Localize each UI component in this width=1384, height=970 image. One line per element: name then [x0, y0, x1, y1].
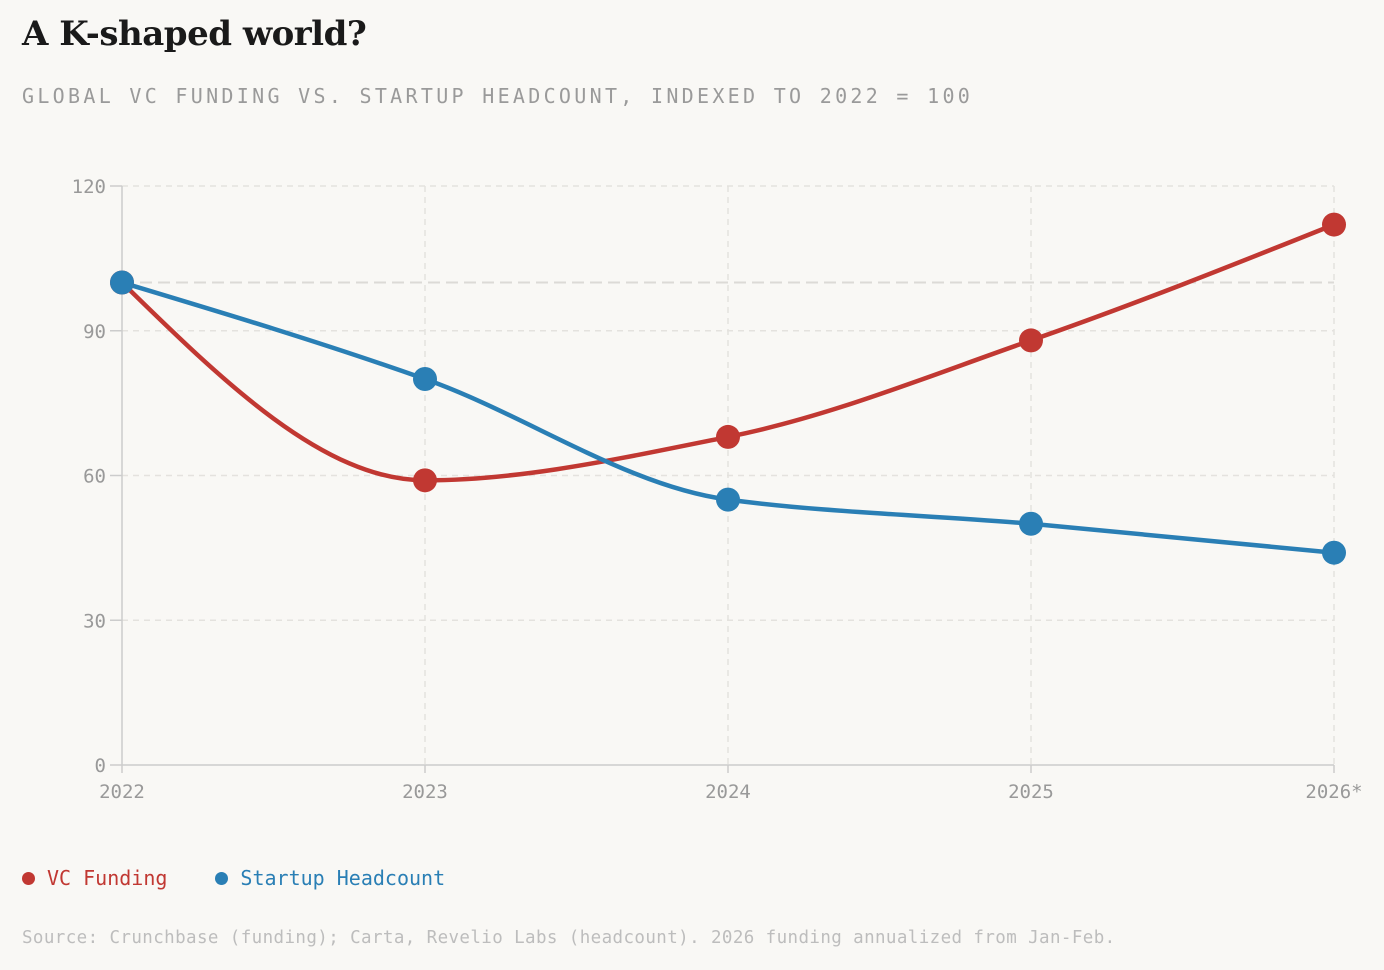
data-point-0-4: [1322, 212, 1346, 237]
data-point-0-2: [716, 424, 740, 449]
data-point-1-3: [1019, 511, 1043, 536]
data-point-1-1: [413, 367, 437, 391]
data-point-0-1: [413, 468, 437, 493]
x-tick-label: 2022: [99, 781, 145, 803]
y-tick-label: 30: [83, 610, 106, 632]
legend-item-startup-headcount: Startup Headcount: [215, 866, 445, 890]
legend: VC Funding Startup Headcount: [22, 866, 445, 890]
legend-dot-icon: [215, 871, 229, 885]
data-point-1-4: [1322, 540, 1346, 565]
x-tick-label: 2025: [1008, 781, 1054, 803]
legend-item-vc-funding: VC Funding: [22, 866, 167, 890]
chart-title: A K-shaped world?: [22, 14, 367, 54]
data-point-1-2: [716, 487, 740, 512]
legend-dot-icon: [22, 871, 35, 885]
data-point-0-3: [1019, 328, 1043, 353]
y-tick-label: 120: [72, 176, 106, 198]
data-point-1-0: [110, 270, 134, 295]
y-tick-label: 60: [83, 466, 106, 488]
chart-subtitle: GLOBAL VC FUNDING VS. STARTUP HEADCOUNT,…: [22, 84, 974, 108]
y-tick-label: 0: [95, 755, 106, 777]
legend-label: VC Funding: [47, 866, 168, 890]
x-tick-label: 2024: [705, 781, 751, 803]
y-tick-label: 90: [83, 321, 106, 343]
x-tick-label: 2023: [402, 781, 448, 803]
legend-label: Startup Headcount: [240, 866, 446, 890]
x-tick-label: 2026*: [1305, 781, 1362, 803]
source-note: Source: Crunchbase (funding); Carta, Rev…: [22, 928, 1116, 948]
